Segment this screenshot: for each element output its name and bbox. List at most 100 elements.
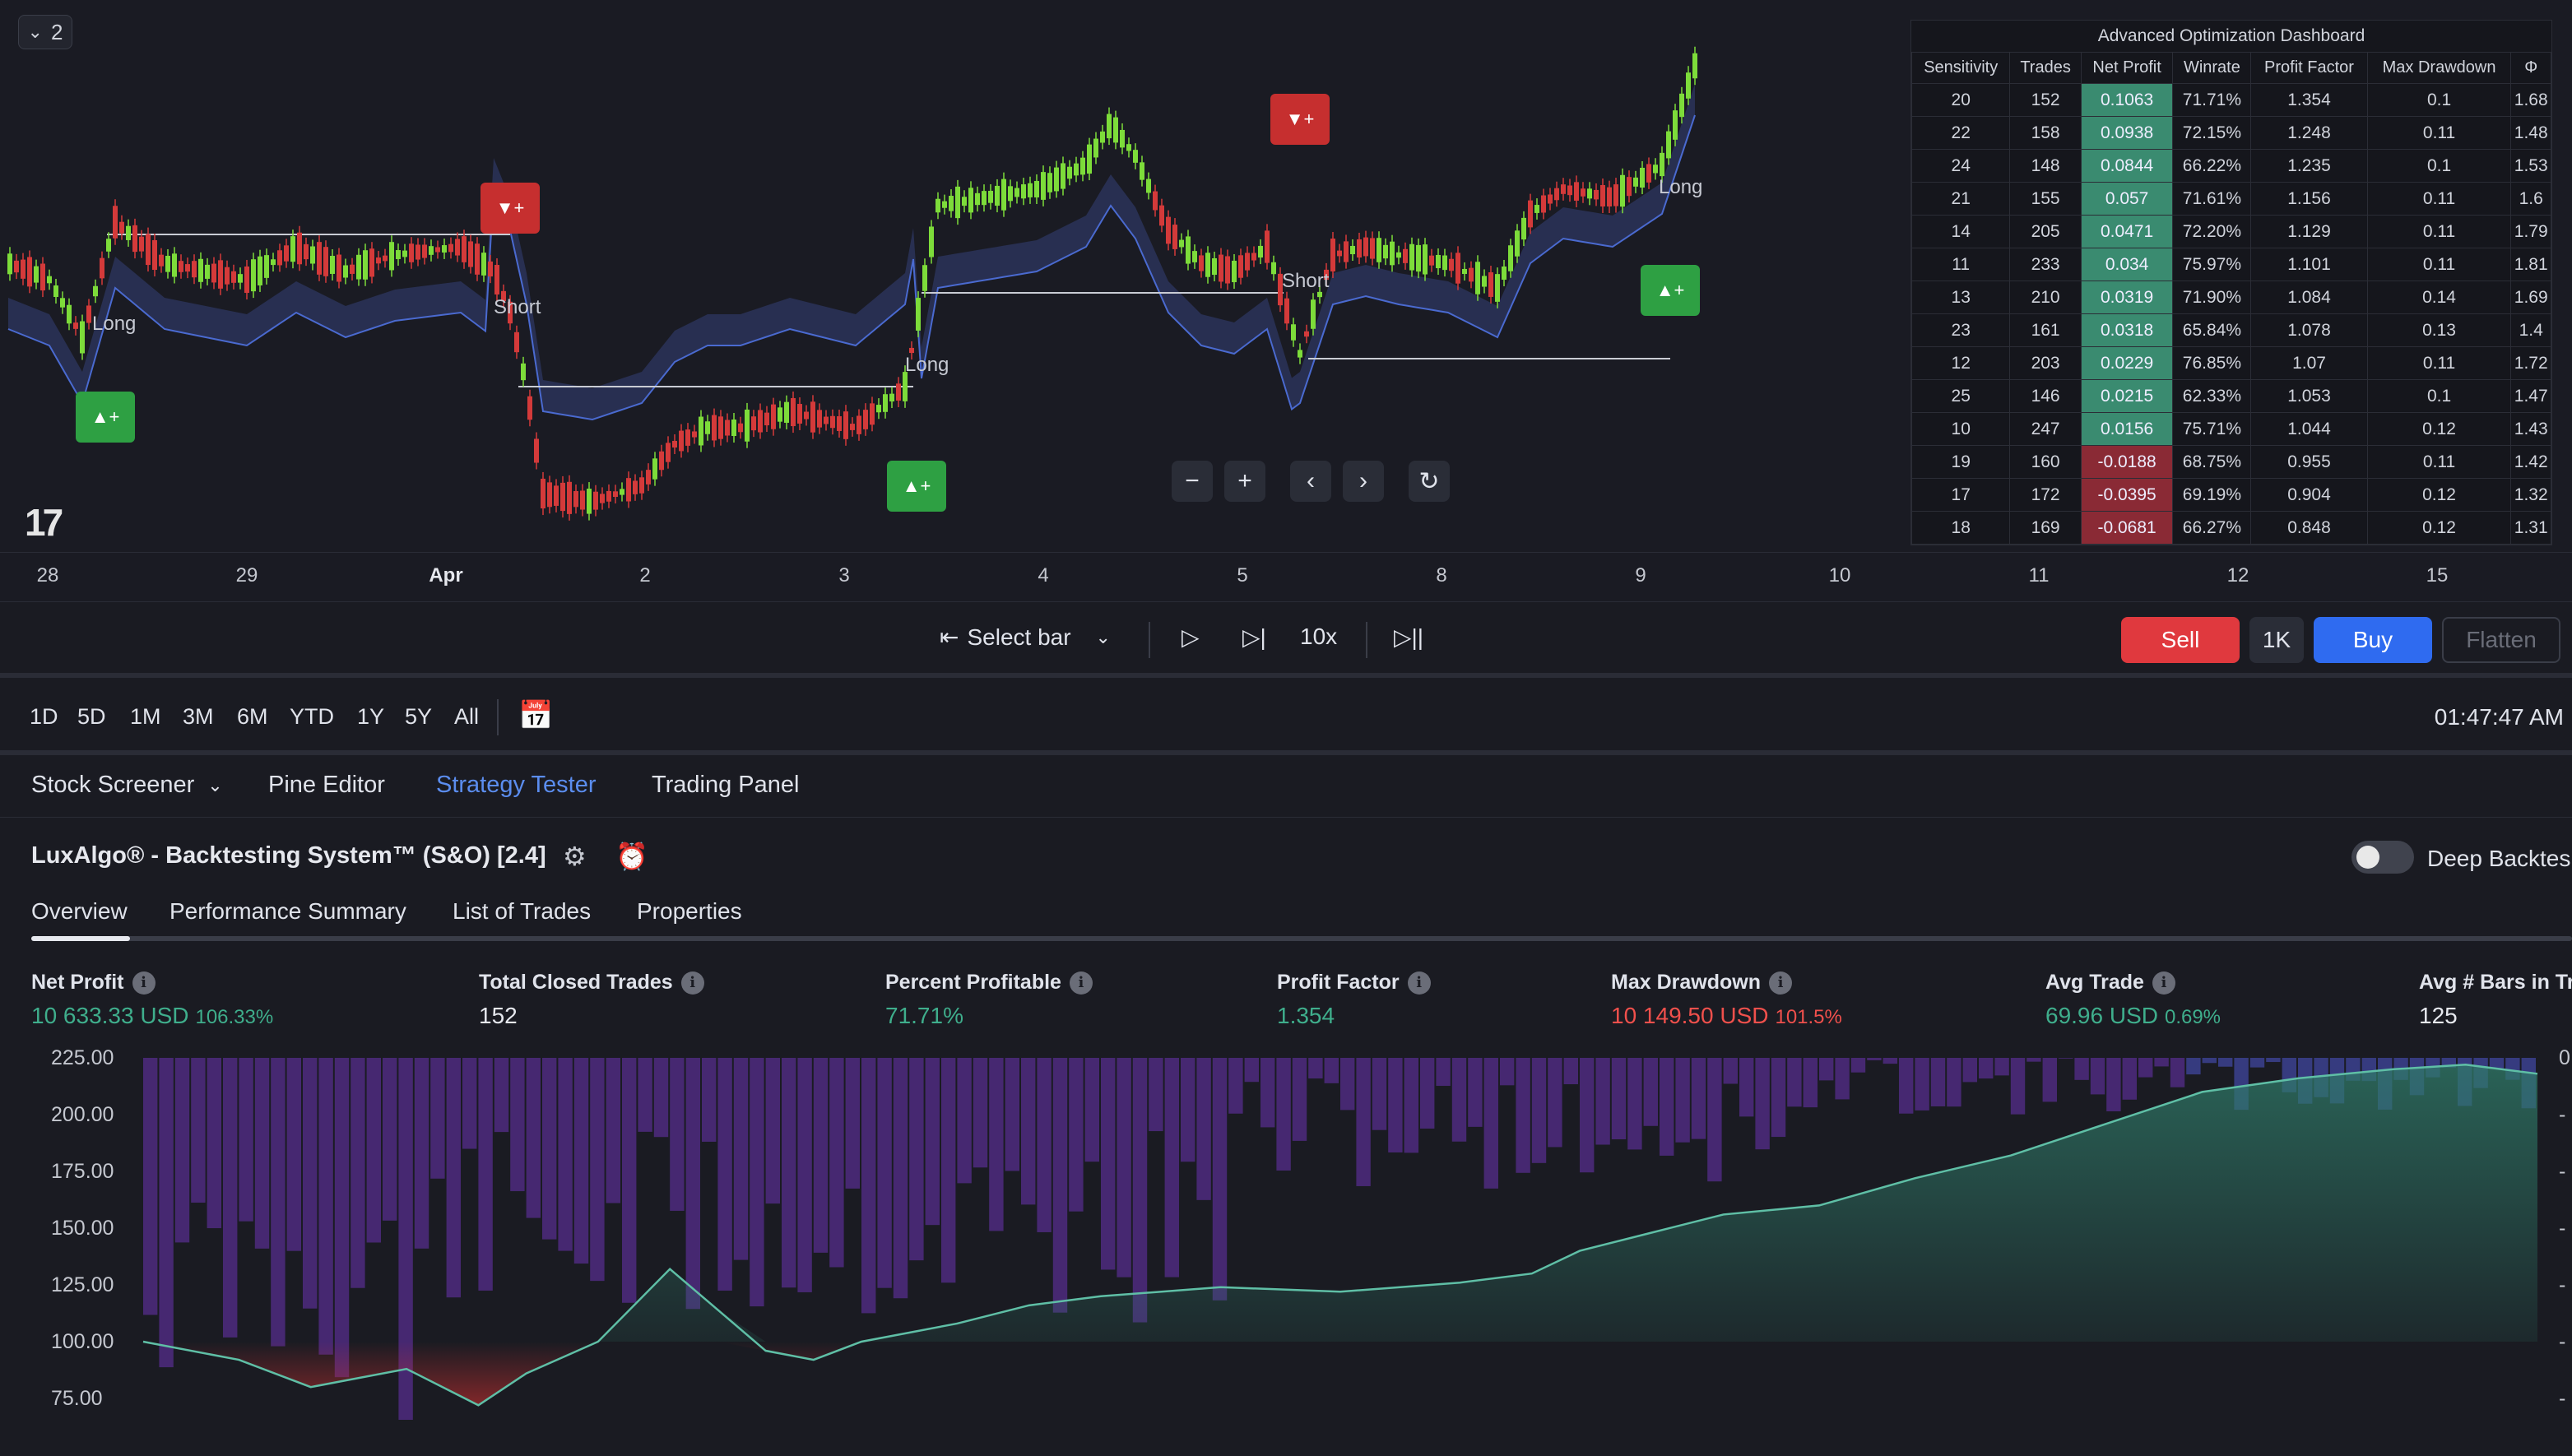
range-button-1d[interactable]: 1D bbox=[30, 704, 58, 729]
price-chart-canvas[interactable] bbox=[0, 0, 2572, 553]
dashboard-cell: 75.97% bbox=[2172, 248, 2252, 281]
time-axis[interactable]: 28 29 Apr 2 3 4 5 8 9 10 11 12 15 bbox=[0, 553, 2572, 602]
dashboard-cell: 148 bbox=[2009, 149, 2082, 183]
buy-signal-badge[interactable]: ▲+ bbox=[887, 461, 946, 512]
equity-y-label: 200.00 bbox=[51, 1103, 114, 1126]
tab-trading-panel[interactable]: Trading Panel bbox=[652, 772, 800, 798]
dashboard-cell: 1.235 bbox=[2250, 149, 2368, 183]
metric-profit-factor: Profit Factor i 1.354 bbox=[1277, 971, 1431, 1029]
range-button-6m[interactable]: 6M bbox=[237, 704, 268, 729]
dashboard-column-header: Sensitivity bbox=[1910, 52, 2011, 84]
info-icon[interactable]: i bbox=[2152, 971, 2175, 995]
step-forward-button[interactable]: ▷| bbox=[1242, 624, 1266, 651]
long-signal-label: Long bbox=[1659, 176, 1703, 198]
dashboard-cell: 17 bbox=[1910, 478, 2011, 512]
sell-signal-badge[interactable]: ▼+ bbox=[1270, 94, 1330, 145]
dashboard-cell: 0.11 bbox=[2366, 445, 2512, 479]
subtab-performance-summary[interactable]: Performance Summary bbox=[169, 898, 406, 924]
dashboard-cell: 0.14 bbox=[2366, 281, 2512, 314]
play-button[interactable]: ▷ bbox=[1182, 624, 1200, 651]
deep-backtesting-toggle[interactable] bbox=[2351, 841, 2414, 874]
scroll-right-button[interactable]: › bbox=[1343, 461, 1384, 502]
dashboard-cell: 1.156 bbox=[2250, 182, 2368, 216]
range-button-3m[interactable]: 3M bbox=[183, 704, 214, 729]
dashboard-cell: 19 bbox=[1910, 445, 2011, 479]
dashboard-cell: 22 bbox=[1910, 116, 2011, 150]
dashboard-cell: 1.69 bbox=[2510, 281, 2551, 314]
quantity-button[interactable]: 1K bbox=[2249, 617, 2304, 663]
buy-button[interactable]: Buy bbox=[2314, 617, 2432, 663]
time-axis-tick: 28 bbox=[36, 564, 59, 587]
jump-to-realtime-button[interactable]: ▷|| bbox=[1394, 624, 1423, 651]
dashboard-cell: 1.084 bbox=[2250, 281, 2368, 314]
dashboard-cell: 1.044 bbox=[2250, 412, 2368, 446]
dashboard-cell: 71.71% bbox=[2172, 83, 2252, 117]
calendar-icon: 📅 bbox=[518, 700, 554, 731]
range-button-ytd[interactable]: YTD bbox=[290, 704, 334, 729]
info-icon[interactable]: i bbox=[1768, 971, 1792, 995]
equity-chart[interactable] bbox=[0, 1040, 2572, 1456]
dashboard-title: Advanced Optimization Dashboard bbox=[2097, 26, 2365, 45]
metric-value: 10 633.33 USD bbox=[31, 1003, 189, 1028]
dashboard-row: 18 169 -0.0681 66.27% 0.848 0.12 1.31 bbox=[1910, 511, 2551, 545]
tab-pine-editor[interactable]: Pine Editor bbox=[268, 772, 385, 798]
range-button-1y[interactable]: 1Y bbox=[357, 704, 385, 729]
tab-stock-screener[interactable]: Stock Screener ⌄ bbox=[31, 772, 223, 799]
dashboard-cell: 1.248 bbox=[2250, 116, 2368, 150]
scroll-left-button[interactable]: ‹ bbox=[1290, 461, 1331, 502]
equity-y-label: 75.00 bbox=[51, 1387, 103, 1410]
bottom-panel-tabs: Stock Screener ⌄ Pine Editor Strategy Te… bbox=[0, 755, 2572, 818]
range-button-all[interactable]: All bbox=[454, 704, 480, 729]
dashboard-cell: 1.47 bbox=[2510, 379, 2551, 413]
dashboard-cell: 1.078 bbox=[2250, 313, 2368, 347]
dashboard-cell: 1.32 bbox=[2510, 478, 2551, 512]
subtab-overview[interactable]: Overview bbox=[31, 898, 128, 924]
range-button-5y[interactable]: 5Y bbox=[405, 704, 433, 729]
sell-button[interactable]: Sell bbox=[2121, 617, 2240, 663]
metric-label: Net Profit bbox=[31, 971, 124, 994]
info-icon[interactable]: i bbox=[1407, 971, 1431, 995]
metric-value: 1.354 bbox=[1277, 1003, 1335, 1028]
strategy-name: LuxAlgo® - Backtesting System™ (S&O) [2.… bbox=[31, 842, 546, 869]
clock[interactable]: 01:47:47 AM bbox=[2434, 704, 2564, 730]
settings-icon[interactable]: ⚙ bbox=[563, 842, 587, 871]
dashboard-cell: -0.0681 bbox=[2080, 511, 2174, 545]
short-signal-label: Short bbox=[494, 296, 541, 318]
metric-label: Percent Profitable bbox=[885, 971, 1061, 994]
dashboard-cell: 0.0938 bbox=[2080, 116, 2174, 150]
tab-strategy-tester[interactable]: Strategy Tester bbox=[436, 772, 597, 798]
info-icon[interactable]: i bbox=[1069, 971, 1093, 995]
range-button-1m[interactable]: 1M bbox=[130, 704, 161, 729]
flatten-button[interactable]: Flatten bbox=[2442, 617, 2560, 663]
metric-net-profit: Net Profit i 10 633.33 USD 106.33% bbox=[31, 971, 273, 1029]
dashboard-cell: 247 bbox=[2009, 412, 2082, 446]
replay-speed-button[interactable]: 10x bbox=[1300, 624, 1338, 649]
alert-clock-icon[interactable]: ⏰ bbox=[615, 842, 648, 871]
dashboard-cell: 0.0844 bbox=[2080, 149, 2174, 183]
range-button-5d[interactable]: 5D bbox=[77, 704, 106, 729]
subtab-list-of-trades[interactable]: List of Trades bbox=[453, 898, 592, 924]
dashboard-row: 13 210 0.0319 71.90% 1.084 0.14 1.69 bbox=[1910, 281, 2551, 314]
zoom-in-button[interactable]: + bbox=[1224, 461, 1265, 502]
dashboard-cell: 0.1 bbox=[2366, 149, 2512, 183]
info-icon[interactable]: i bbox=[680, 971, 704, 995]
info-icon[interactable]: i bbox=[132, 971, 156, 995]
subtab-properties[interactable]: Properties bbox=[637, 898, 742, 924]
sell-signal-badge[interactable]: ▼+ bbox=[481, 183, 540, 234]
buy-signal-badge[interactable]: ▲+ bbox=[76, 392, 135, 443]
reset-chart-button[interactable]: ↻ bbox=[1409, 461, 1450, 502]
price-chart[interactable]: ⌄ 2 17 Long Short Long Short Long ▲+ ▼+ … bbox=[0, 0, 2572, 553]
chevron-right-icon: › bbox=[1359, 467, 1367, 494]
date-range-toolbar: 1D 5D 1M 3M 6M YTD 1Y 5Y All 📅 01:47:47 AM bbox=[0, 678, 2572, 755]
time-axis-tick: 29 bbox=[235, 564, 258, 587]
dashboard-cell: 0.11 bbox=[2366, 116, 2512, 150]
reset-icon: ↻ bbox=[1418, 467, 1440, 495]
select-bar-button[interactable]: ⇤ Select bar ⌄ bbox=[940, 624, 1111, 651]
zoom-out-button[interactable]: − bbox=[1172, 461, 1213, 502]
metric-avg-trade: Avg Trade i 69.96 USD 0.69% bbox=[2045, 971, 2221, 1029]
dashboard-row: 24 148 0.0844 66.22% 1.235 0.1 1.53 bbox=[1910, 149, 2551, 183]
go-to-date-button[interactable]: 📅 bbox=[518, 699, 553, 732]
dashboard-column-header: Net Profit bbox=[2080, 52, 2174, 84]
collapse-indicators-button[interactable]: ⌄ 2 bbox=[18, 15, 72, 49]
buy-signal-badge[interactable]: ▲+ bbox=[1641, 265, 1700, 316]
